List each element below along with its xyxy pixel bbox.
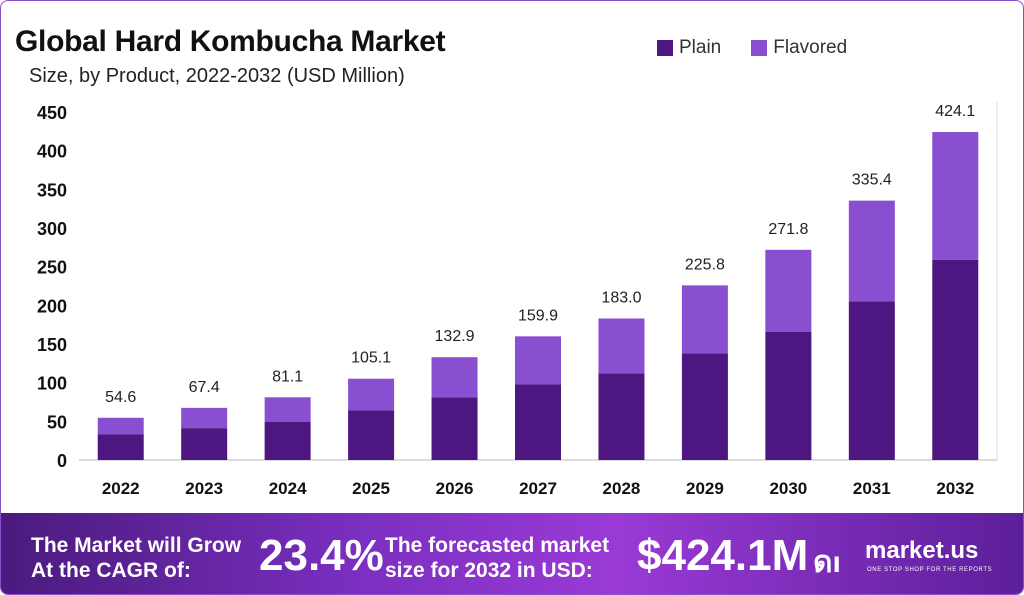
data-label: 105.1 bbox=[351, 350, 391, 367]
legend-label-flavored: Flavored bbox=[773, 37, 848, 58]
x-tick-label: 2022 bbox=[102, 479, 140, 498]
y-tick-label: 150 bbox=[37, 335, 67, 355]
data-label: 81.1 bbox=[272, 368, 303, 385]
forecast-text: The forecasted market size for 2032 in U… bbox=[385, 534, 610, 582]
bar-plain bbox=[515, 384, 561, 460]
bar-flavored bbox=[264, 397, 311, 422]
chart-subtitle: Size, by Product, 2022-2032 (USD Million… bbox=[29, 65, 405, 87]
data-label: 424.1 bbox=[935, 103, 975, 120]
x-tick-label: 2028 bbox=[603, 479, 641, 498]
data-label: 271.8 bbox=[768, 221, 808, 238]
legend-item-flavored: Flavored bbox=[751, 37, 847, 59]
x-tick-label: 2024 bbox=[269, 479, 307, 498]
y-tick-label: 100 bbox=[37, 374, 67, 394]
bar-chart: 0 50 100 150 200 250 300 350 400 450 54.6 2022 67.4 2… bbox=[37, 102, 998, 498]
brand-logo-icon: ดı bbox=[813, 546, 841, 579]
y-tick-label: 450 bbox=[37, 103, 67, 123]
brand-tagline: ONE STOP SHOP FOR THE REPORTS bbox=[867, 567, 993, 573]
data-label: 67.4 bbox=[189, 379, 220, 396]
bar-flavored bbox=[348, 378, 395, 411]
x-tick-label: 2023 bbox=[185, 479, 223, 498]
data-label: 183.0 bbox=[601, 289, 641, 306]
legend: Plain Flavored bbox=[657, 37, 847, 59]
bar-plain bbox=[765, 331, 812, 460]
data-label: 159.9 bbox=[518, 307, 558, 324]
y-tick-label: 50 bbox=[47, 412, 67, 432]
x-tick-label: 2026 bbox=[436, 479, 474, 498]
bar-flavored bbox=[932, 132, 979, 260]
y-tick-label: 400 bbox=[37, 142, 67, 162]
legend-swatch-flavored bbox=[751, 40, 768, 56]
x-tick-label: 2027 bbox=[519, 479, 557, 498]
cagr-value: 23.4% bbox=[259, 531, 384, 580]
bar-plain bbox=[348, 410, 395, 460]
bar-flavored bbox=[515, 336, 561, 385]
cagr-text: The Market will Grow At the CAGR of: bbox=[31, 534, 242, 582]
bar-flavored bbox=[848, 200, 895, 302]
data-label: 132.9 bbox=[435, 328, 475, 345]
x-tick-label: 2031 bbox=[853, 479, 891, 498]
brand-name: market.us bbox=[865, 537, 979, 564]
bar-plain bbox=[932, 259, 979, 460]
data-label: 54.6 bbox=[105, 389, 136, 406]
x-tick-label: 2029 bbox=[686, 479, 724, 498]
data-label: 225.8 bbox=[685, 256, 725, 273]
y-tick-label: 300 bbox=[37, 219, 67, 239]
bar-plain bbox=[681, 353, 728, 460]
bar-flavored bbox=[431, 357, 478, 398]
legend-item-plain: Plain bbox=[657, 37, 721, 59]
x-tick-label: 2025 bbox=[352, 479, 390, 498]
bar-flavored bbox=[181, 407, 228, 429]
bar-flavored bbox=[598, 318, 645, 374]
chart-title: Global Hard Kombucha Market bbox=[15, 25, 446, 58]
bar-plain bbox=[264, 421, 311, 460]
bar-flavored bbox=[765, 249, 812, 332]
bar-plain bbox=[181, 428, 228, 460]
footer-banner: The Market will Grow At the CAGR of: 23.… bbox=[1, 513, 1023, 594]
x-tick-label: 2030 bbox=[769, 479, 807, 498]
legend-swatch-plain bbox=[657, 40, 673, 56]
bar-flavored bbox=[681, 285, 728, 354]
y-tick-label: 250 bbox=[37, 258, 67, 278]
forecast-value: $424.1M bbox=[637, 531, 809, 580]
legend-label-plain: Plain bbox=[679, 37, 722, 58]
y-tick-label: 200 bbox=[37, 296, 67, 316]
bar-plain bbox=[431, 397, 478, 460]
x-tick-label: 2032 bbox=[936, 479, 974, 498]
y-tick-label: 350 bbox=[37, 180, 67, 200]
bar-plain bbox=[848, 301, 895, 460]
data-label: 335.4 bbox=[852, 172, 892, 189]
bar-plain bbox=[97, 434, 144, 460]
bar-plain bbox=[598, 373, 645, 460]
bar-flavored bbox=[97, 417, 144, 435]
y-tick-label: 0 bbox=[57, 451, 67, 471]
